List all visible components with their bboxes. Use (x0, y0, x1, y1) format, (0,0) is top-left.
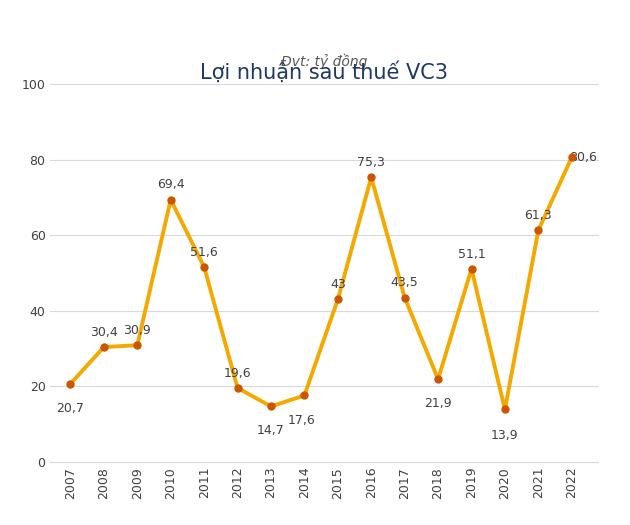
Text: 30,9: 30,9 (123, 324, 151, 337)
Point (333, 295, 343, 303)
Text: 14,7: 14,7 (257, 425, 285, 437)
Text: 75,3: 75,3 (357, 156, 385, 169)
Point (534, 226, 544, 235)
Point (66, 380, 76, 388)
Point (500, 405, 510, 414)
Text: 20,7: 20,7 (57, 402, 84, 415)
Text: 13,9: 13,9 (491, 429, 518, 442)
Text: 30,4: 30,4 (90, 326, 118, 339)
Point (433, 375, 443, 383)
Text: 17,6: 17,6 (288, 414, 316, 426)
Text: 69,4: 69,4 (157, 178, 185, 191)
Text: 19,6: 19,6 (224, 366, 251, 380)
Point (132, 341, 142, 350)
Point (166, 195, 176, 204)
Text: 43: 43 (330, 278, 346, 291)
Text: 51,1: 51,1 (457, 247, 485, 260)
Point (567, 153, 577, 162)
Title: Lợi nhuận sau thuế VC3: Lợi nhuận sau thuế VC3 (200, 61, 449, 82)
Text: Đvt: tỷ đồng: Đvt: tỷ đồng (281, 54, 368, 69)
Text: 51,6: 51,6 (190, 246, 218, 259)
Point (99, 343, 109, 351)
Point (366, 173, 376, 182)
Text: 21,9: 21,9 (424, 397, 452, 410)
Point (299, 391, 309, 400)
Text: 61,3: 61,3 (525, 209, 552, 222)
Point (399, 293, 410, 302)
Point (199, 262, 209, 271)
Text: 80,6: 80,6 (569, 151, 597, 164)
Point (232, 384, 243, 392)
Point (466, 265, 476, 273)
Point (266, 402, 276, 411)
Text: 43,5: 43,5 (391, 276, 418, 289)
